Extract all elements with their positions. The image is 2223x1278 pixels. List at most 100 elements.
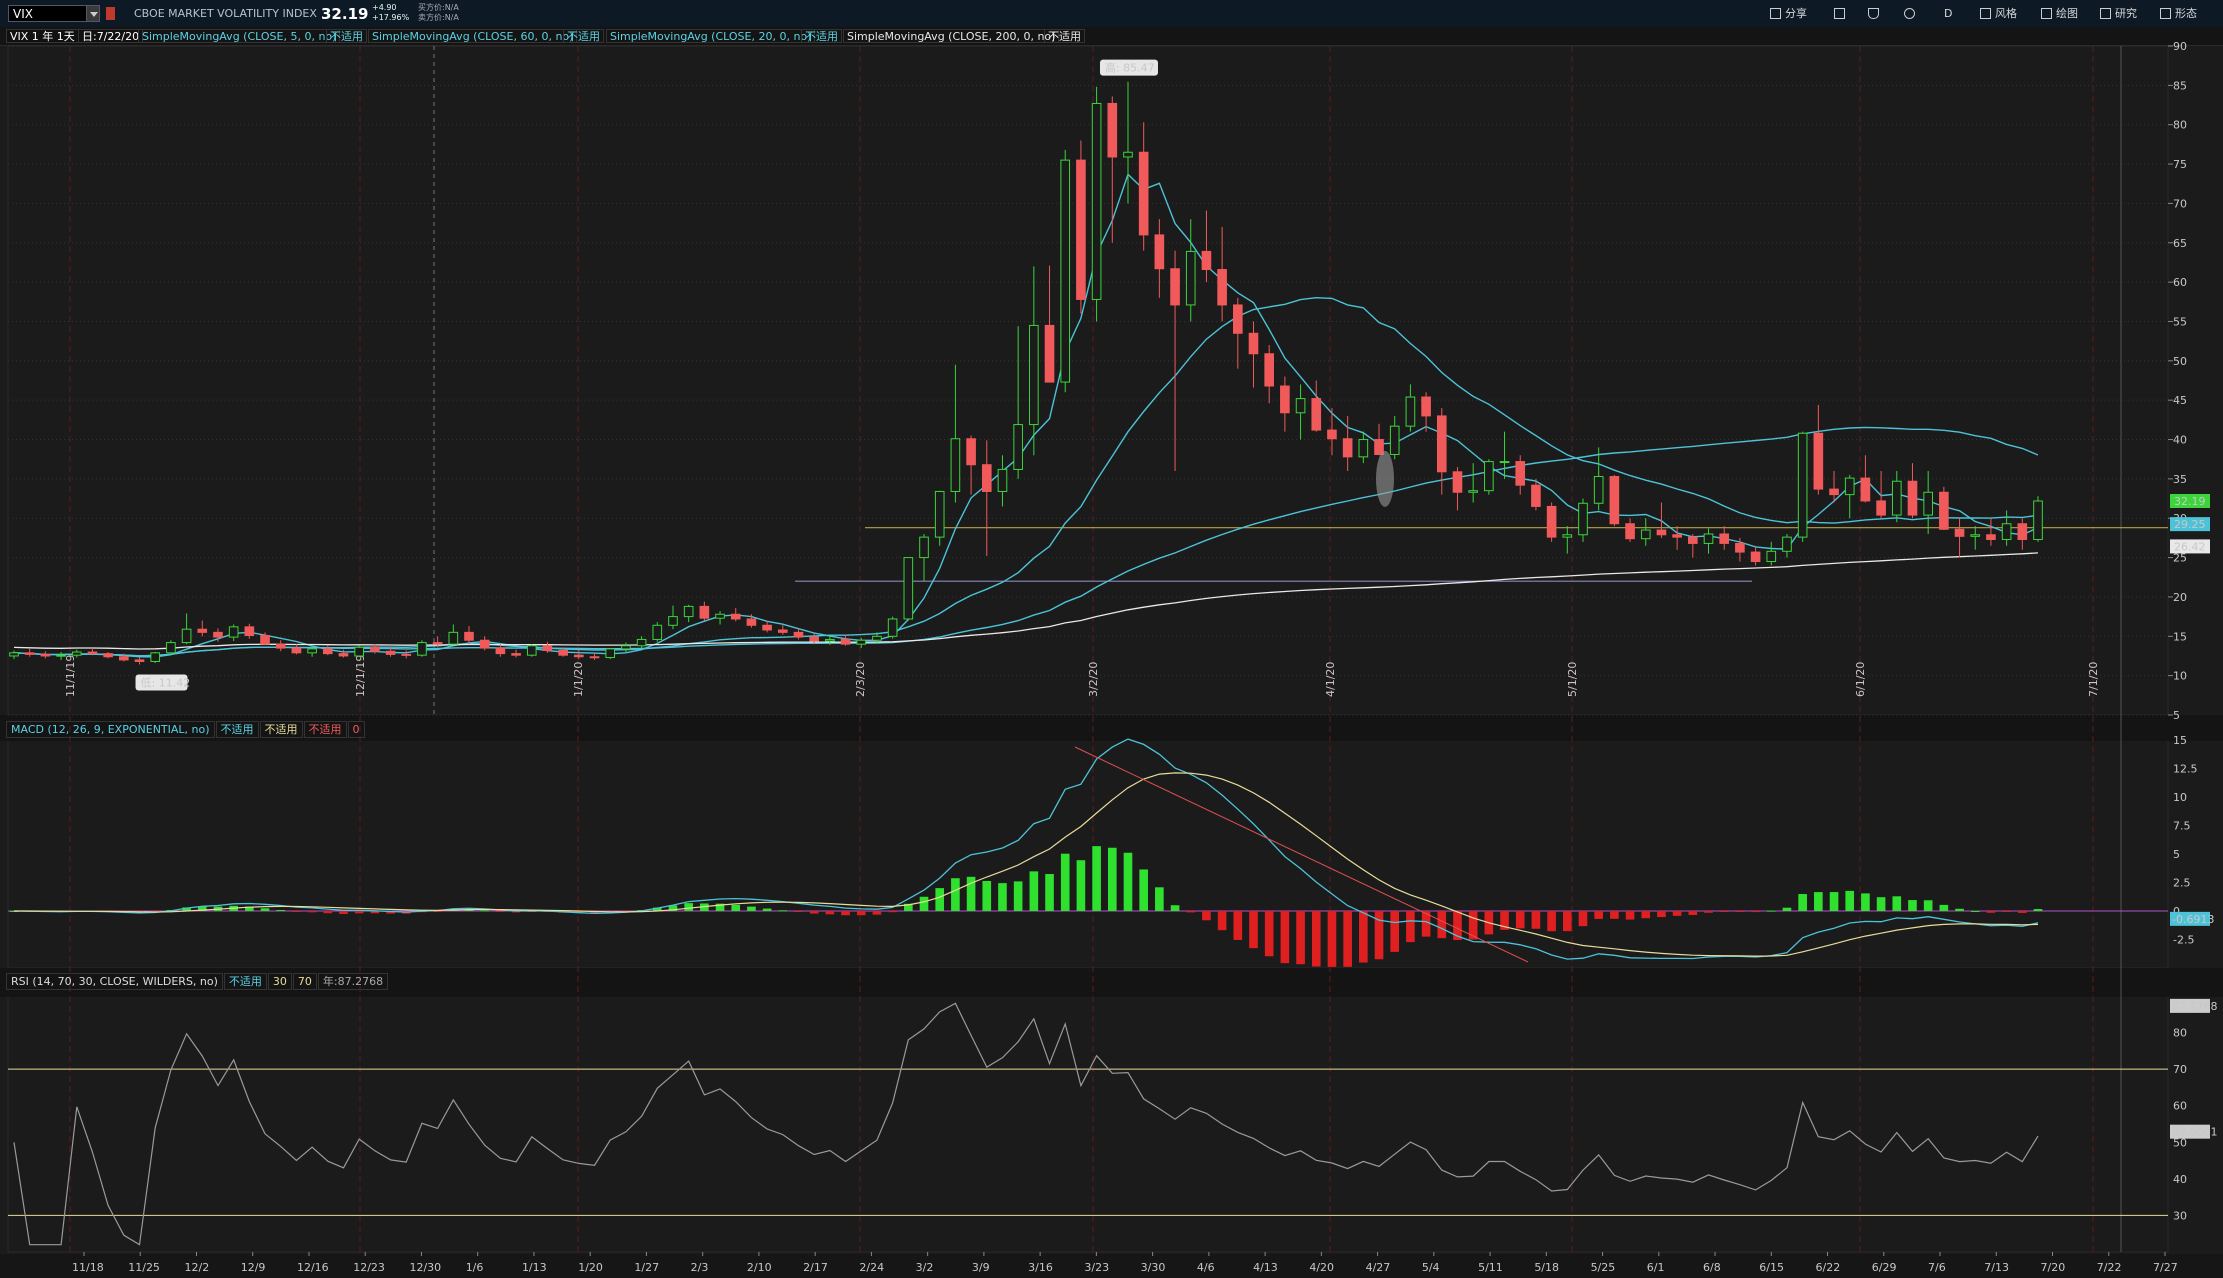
pattern-button[interactable]: 形态: [2160, 6, 2197, 22]
study-sma20[interactable]: SimpleMovingAvg (CLOSE, 20, 0, no): [606, 29, 816, 43]
candle-body: [1044, 324, 1055, 383]
period-label: D: [1944, 7, 1953, 20]
candle-body: [872, 635, 882, 641]
macd-title[interactable]: MACD (12, 26, 9, EXPONENTIAL, no): [6, 721, 215, 738]
macd-histogram-bar: [1751, 911, 1760, 913]
candle-body: [275, 643, 286, 649]
study-sma5[interactable]: SimpleMovingAvg (CLOSE, 5, 0, no): [138, 29, 341, 43]
rsi-value-tag-bg: [2170, 1124, 2210, 1139]
flask-icon: [1868, 8, 1879, 19]
rsi-header: RSI (14, 70, 30, CLOSE, WILDERS, no) 不适用 3…: [6, 973, 389, 990]
rsi-value-tag: 52.9061: [2172, 1126, 2218, 1139]
macd-histogram-bar: [1735, 911, 1745, 912]
chart-period[interactable]: VIX 1 年 1天: [6, 29, 79, 43]
candle-body: [1154, 234, 1165, 270]
date-tick-label: 5/25: [1591, 1261, 1616, 1274]
macd-signal-line: [14, 772, 2039, 957]
macd-histogram-bar: [1829, 892, 1839, 911]
style-button[interactable]: 风格: [1980, 6, 2017, 22]
macd-histogram-bar: [1092, 846, 1101, 911]
date-tick-label: 11/18: [72, 1261, 104, 1274]
ask-price: 卖方价:N/A: [418, 13, 459, 22]
highlight-ellipse: [1376, 450, 1394, 507]
drawing-button[interactable]: 绘图: [2041, 6, 2078, 22]
macd-histogram-bar: [966, 876, 976, 911]
macd-histogram-bar: [1923, 900, 1933, 911]
candle-body: [887, 618, 898, 637]
rsi-os: 70: [292, 973, 317, 990]
research-button[interactable]: 研究: [2100, 6, 2137, 22]
macd-histogram-bar: [747, 906, 756, 911]
candle-body: [746, 618, 757, 626]
study-sma200[interactable]: SimpleMovingAvg (CLOSE, 200, 0, no): [843, 29, 1060, 43]
date-tick-label: 1/27: [634, 1261, 659, 1274]
macd-histogram-bar: [1202, 911, 1211, 921]
macd-histogram-bar: [370, 911, 380, 914]
macd-histogram-bar: [1123, 852, 1133, 911]
flask-button[interactable]: [1868, 6, 1883, 22]
date-tick-label: 3/9: [972, 1261, 990, 1274]
macd-histogram-bar: [919, 896, 929, 911]
macd-histogram-bar: [1045, 874, 1054, 911]
macd-avg-value: 不适用: [259, 721, 303, 738]
layout-button[interactable]: [1834, 6, 1849, 22]
share-button[interactable]: 分享: [1770, 6, 1807, 22]
panel-separator: [0, 968, 2223, 997]
date-tick-label: 12/2: [184, 1261, 209, 1274]
candle-body: [1593, 476, 1604, 504]
candle-body: [1735, 542, 1745, 553]
macd-histogram-bar: [1672, 911, 1682, 916]
date-tick-label: 7/13: [1984, 1261, 2009, 1274]
candle-body: [542, 645, 553, 651]
macd-histogram-bar: [1155, 887, 1164, 911]
price-tick-label: 65: [2173, 237, 2187, 250]
candle-body: [1907, 480, 1918, 516]
candle-body: [997, 468, 1008, 492]
date-tick-label: 11/25: [128, 1261, 160, 1274]
period-button[interactable]: D: [1944, 6, 1952, 22]
bid-ask: 买方价:N/A 卖方价:N/A: [418, 3, 459, 23]
macd-histogram-bar: [2033, 909, 2043, 911]
price-tick-label: 70: [2173, 197, 2187, 210]
study-sma60[interactable]: SimpleMovingAvg (CLOSE, 60, 0, no): [368, 29, 578, 43]
macd-histogram-bar: [307, 911, 317, 913]
flag-icon[interactable]: [106, 7, 115, 20]
candle-body: [181, 628, 192, 644]
month-marker-label: 1/1/20: [572, 662, 585, 697]
candle-body: [354, 646, 364, 657]
macd-histogram-bar: [1908, 900, 1917, 911]
research-label: 研究: [2115, 7, 2137, 20]
date-tick-label: 4/6: [1197, 1261, 1215, 1274]
candle-body: [103, 653, 113, 658]
price-panel: [7, 45, 2169, 716]
price-change-abs: +4.90: [372, 3, 397, 12]
candle-body: [228, 626, 239, 638]
candle-body: [1232, 304, 1243, 334]
macd-diff-value: 不适用: [303, 721, 347, 738]
settings-button[interactable]: [1904, 6, 1919, 22]
date-tick-label: 3/2: [916, 1261, 934, 1274]
rsi-panel: [7, 995, 2169, 1253]
candle-body: [1782, 536, 1792, 552]
macd-histogram-bar: [574, 911, 584, 914]
candle-body: [1829, 488, 1839, 496]
candle-body: [2017, 523, 2028, 540]
symbol-dropdown-button[interactable]: [86, 5, 100, 22]
candle-body: [1484, 461, 1494, 492]
candle-body: [903, 557, 914, 620]
macd-histogram-bar: [1029, 871, 1039, 911]
date-tick-label: 12/16: [297, 1261, 329, 1274]
macd-histogram-bar: [1861, 893, 1870, 911]
bid-price: 买方价:N/A: [418, 3, 459, 12]
macd-histogram-bar: [511, 911, 521, 913]
candle-body: [1656, 529, 1667, 536]
candle-body: [9, 652, 19, 657]
price-tick-label: 40: [2173, 434, 2187, 447]
rsi-title[interactable]: RSI (14, 70, 30, CLOSE, WILDERS, no): [6, 973, 223, 990]
macd-histogram-bar: [197, 906, 207, 911]
candle-body: [636, 638, 647, 647]
candle-body: [1358, 439, 1369, 458]
macd-histogram-bar: [1578, 911, 1588, 927]
date-tick-label: 5/4: [1422, 1261, 1440, 1274]
